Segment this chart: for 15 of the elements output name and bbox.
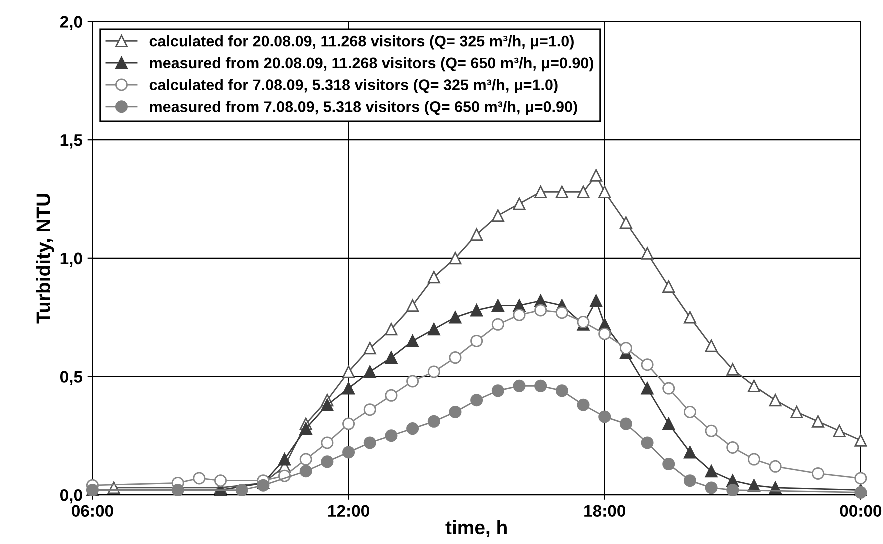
x-tick-label: 06:00 — [72, 505, 114, 518]
x-tick-label: 12:00 — [328, 505, 370, 518]
x-tick-label: 18:00 — [584, 505, 626, 518]
y-tick-label: 1,5 — [60, 134, 83, 149]
x-axis-title: time, h — [446, 520, 507, 538]
y-tick-label: 2,0 — [60, 16, 82, 30]
legend-label: measured from 20.08.09, 11.268 visitors (Q= 650 m³/h, μ=0.90) — [150, 57, 594, 72]
y-tick-label: 1,0 — [60, 252, 82, 268]
y-tick-label: 0,0 — [60, 489, 82, 504]
legend-label: measured from 7.08.09, 5.318 visitors (Q= 650 m³/h, μ=0.90) — [150, 101, 578, 116]
legend-label: calculated for 7.08.09, 5.318 visitors (Q= 325 m³/h, μ=1.0) — [150, 79, 558, 94]
x-tick-label: 00:00 — [840, 505, 882, 518]
y-axis-title: Turbidity, NTU — [36, 194, 54, 324]
y-tick-label: 0,5 — [60, 371, 83, 386]
legend-label: calculated for 20.08.09, 11.268 visitors (Q= 325 m³/h, μ=1.0) — [150, 36, 574, 50]
